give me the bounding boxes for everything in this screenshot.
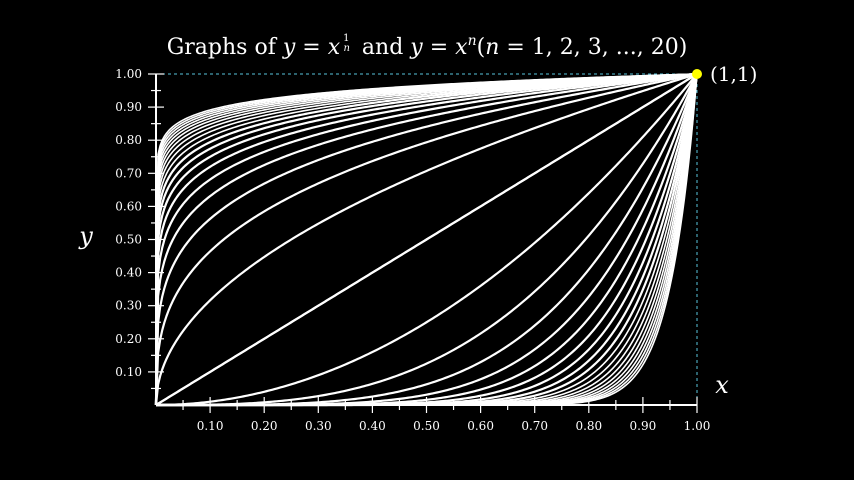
title-eq2: = (423, 35, 455, 60)
title-y1: y (282, 35, 296, 60)
curve-root-n5 (154, 72, 698, 406)
x-axis-label: x (715, 371, 729, 399)
y-tick-label: 0.30 (115, 299, 142, 313)
curve-group (154, 72, 699, 407)
y-tick-label: 0.80 (115, 133, 142, 147)
x-tick-label: 0.90 (630, 419, 657, 433)
x-tick-label: 0.80 (575, 419, 602, 433)
x-tick-label: 1.00 (684, 419, 711, 433)
title-exp-den: n (343, 43, 349, 54)
x-tick-label: 0.40 (359, 419, 386, 433)
y-axis-label: y (78, 222, 93, 250)
y-tick-label: 0.70 (115, 166, 142, 180)
y-tick-label: 0.60 (115, 199, 142, 213)
curve-root-n20 (155, 73, 698, 406)
point-1-1-label: (1,1) (710, 62, 757, 86)
curve-root-n6 (154, 72, 698, 406)
curve-root-n2 (154, 72, 698, 406)
title-x1: x (328, 35, 341, 60)
x-tick-label: 0.30 (305, 419, 332, 433)
y-tick-label: 0.90 (115, 100, 142, 114)
tick-label-group: 0.10 0.20 0.30 0.40 0.50 0.60 0.70 0.80 0.90 1.00… (115, 67, 710, 433)
x-tick-label: 0.50 (413, 419, 440, 433)
curve-power-n1 (155, 73, 698, 406)
curve-root-n3 (154, 72, 698, 406)
title-y2: y (409, 35, 423, 60)
curve-root-n4 (154, 72, 698, 406)
x-tick-label: 0.10 (197, 419, 224, 433)
title-eq1: = (295, 35, 327, 60)
y-tick-label: 1.00 (115, 67, 142, 81)
title-rest: = 1, 2, 3, ..., 20) (499, 35, 687, 60)
x-tick-label: 0.20 (251, 419, 278, 433)
point-1-1-marker (692, 69, 702, 79)
title-prefix: Graphs of (167, 35, 283, 60)
y-tick-label: 0.20 (115, 332, 142, 346)
title-paren: ( (477, 35, 486, 60)
curve-power-n3 (156, 73, 698, 407)
x-tick-label: 0.60 (467, 419, 494, 433)
y-tick-label: 0.40 (115, 266, 142, 280)
guide-lines (156, 73, 698, 405)
x-tick-label: 0.70 (521, 419, 548, 433)
y-tick-label: 0.10 (115, 365, 142, 379)
title-n-var: n (485, 35, 499, 60)
tick-group (148, 73, 698, 413)
curve-power-n2 (156, 73, 698, 407)
title-x2: x (455, 35, 468, 60)
title-exp-num: 1 (343, 33, 349, 44)
title-mid: and (355, 35, 410, 60)
y-tick-label: 0.50 (115, 233, 142, 247)
title-exp2: n (468, 33, 477, 49)
